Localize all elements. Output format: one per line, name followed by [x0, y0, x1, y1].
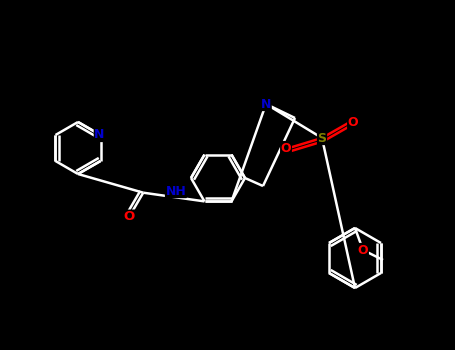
Text: S: S	[318, 132, 327, 145]
Text: O: O	[124, 210, 135, 223]
Text: NH: NH	[166, 184, 186, 197]
Text: O: O	[358, 244, 368, 257]
Text: O: O	[348, 116, 359, 128]
Text: O: O	[281, 141, 291, 154]
Text: N: N	[94, 128, 105, 141]
Text: N: N	[261, 98, 271, 111]
